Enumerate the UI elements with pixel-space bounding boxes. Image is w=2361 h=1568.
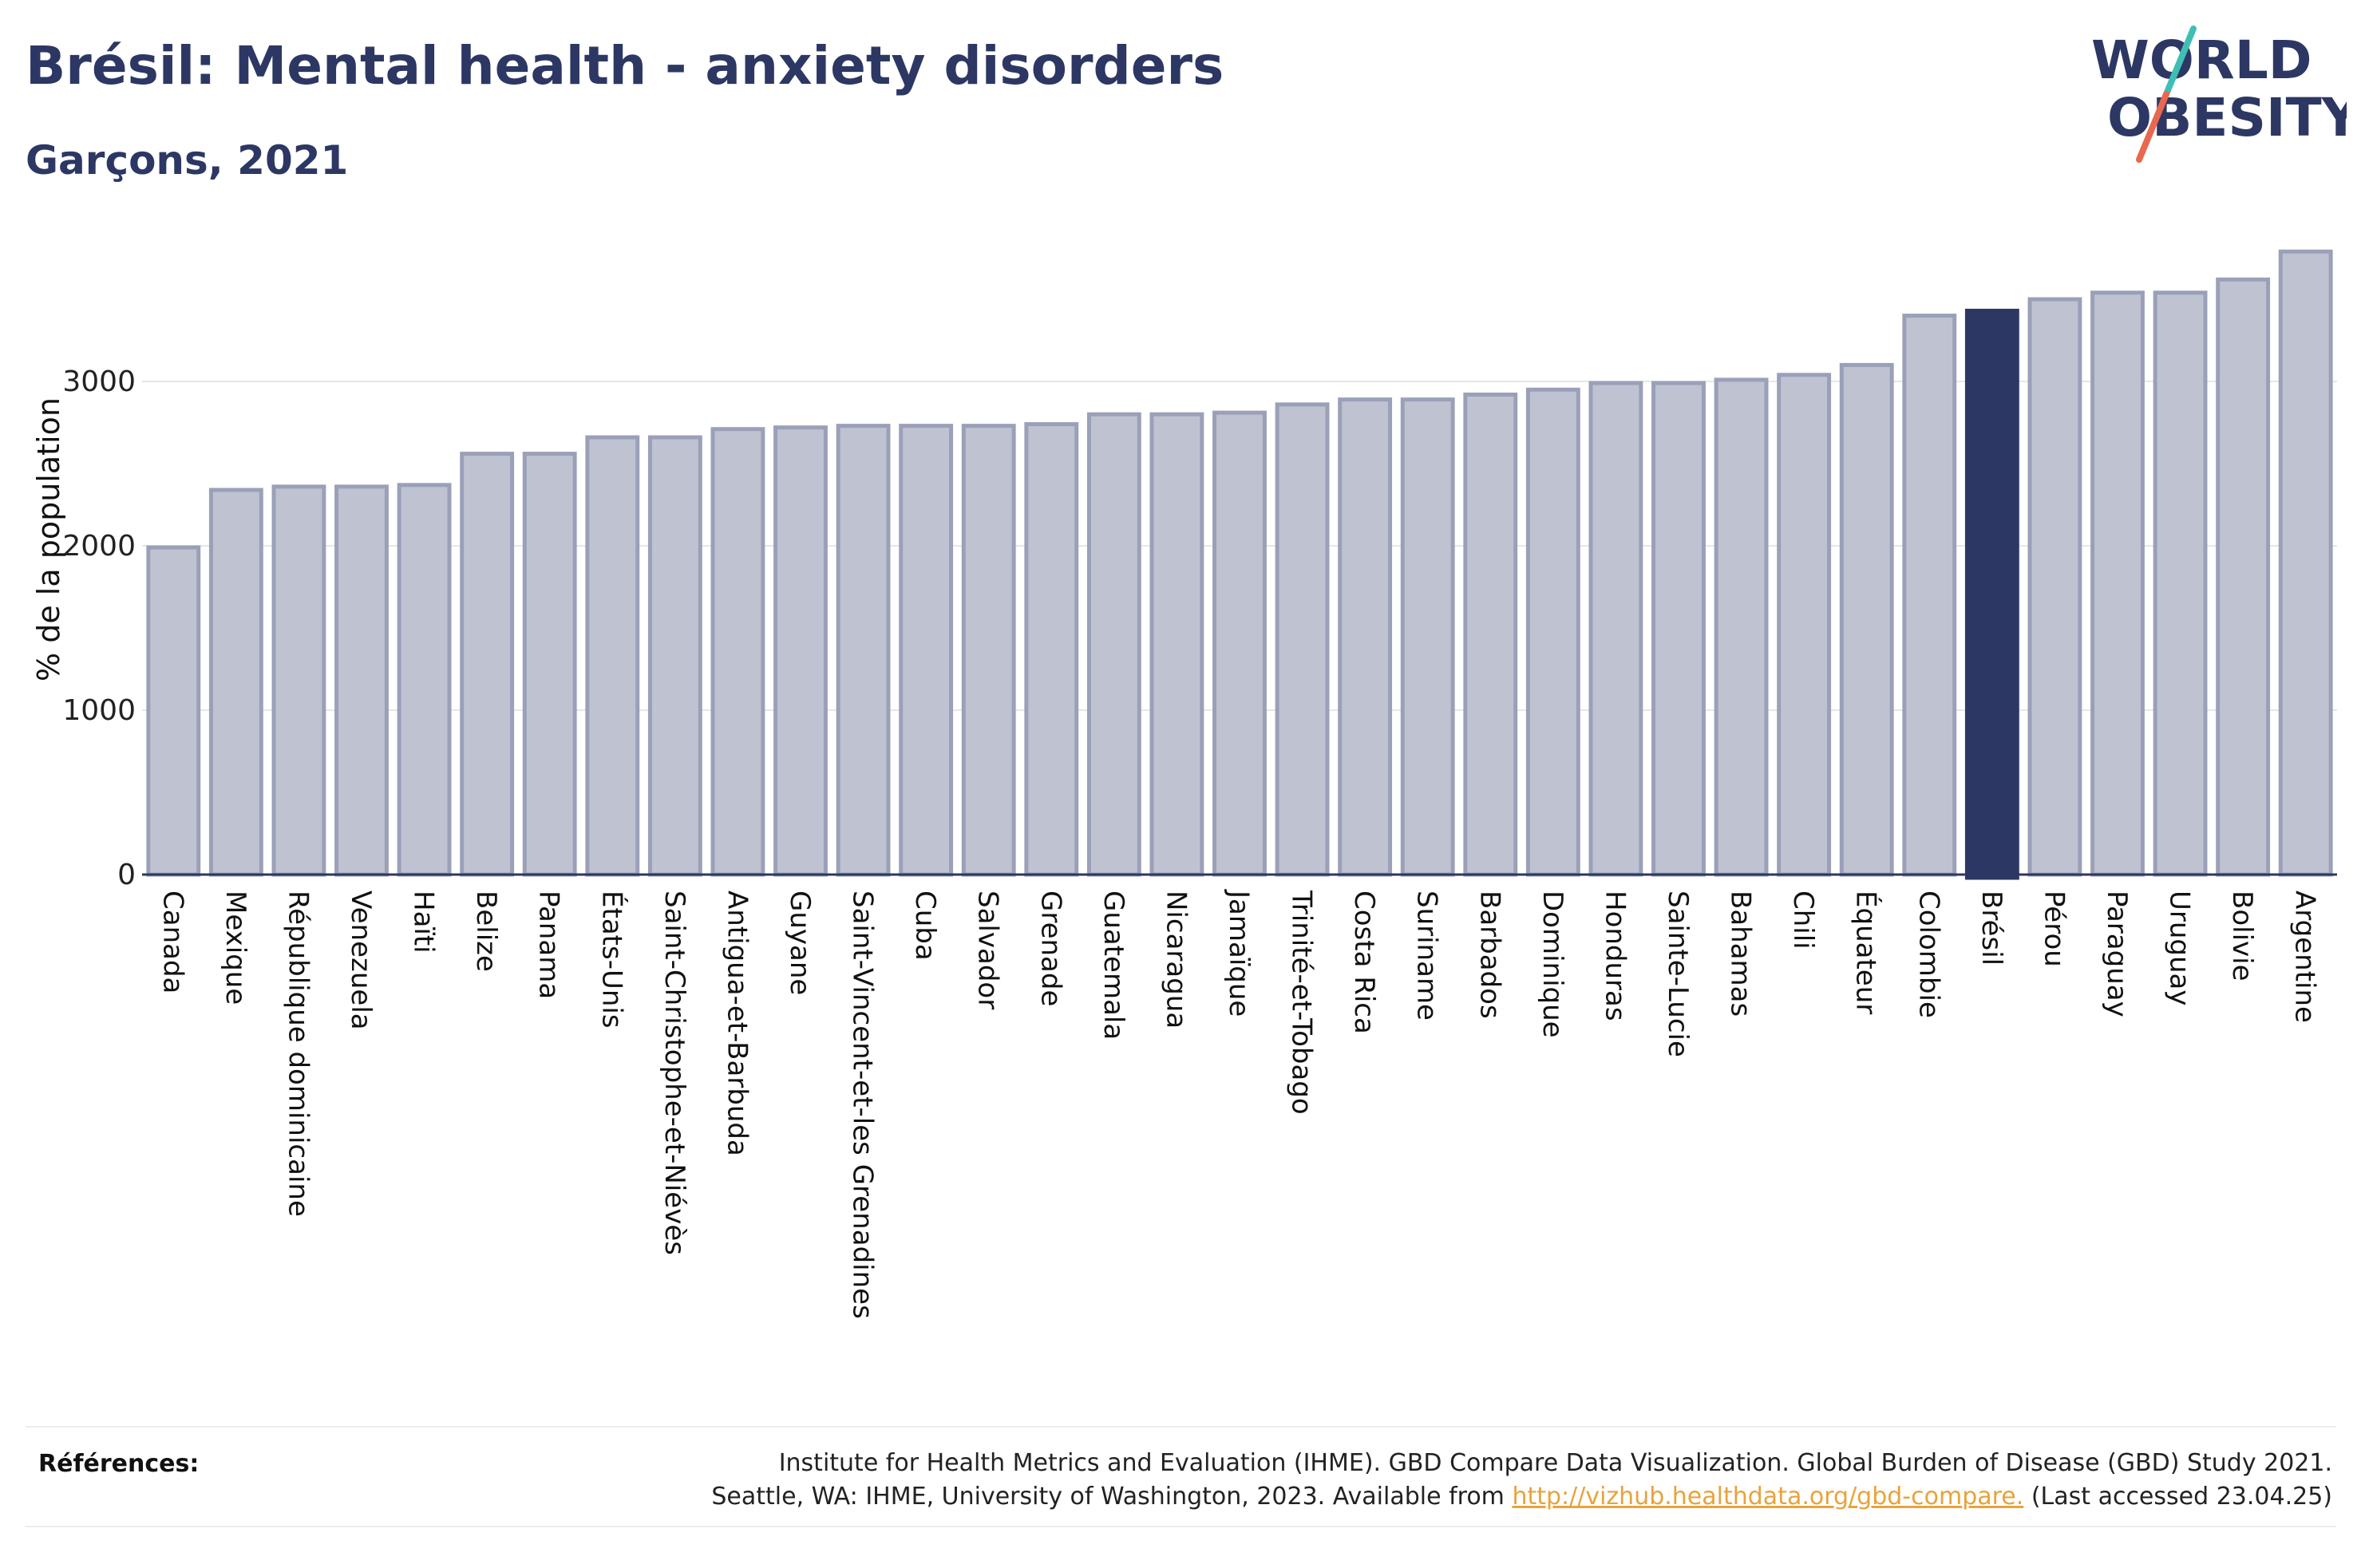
- x-tick-label: Suriname: [1411, 891, 1443, 1021]
- references-line2-suffix: (Last accessed 23.04.25): [2023, 1483, 2332, 1511]
- x-tick-label: Honduras: [1599, 891, 1631, 1021]
- bar: [1839, 362, 1894, 877]
- x-tick-label: Haïti: [408, 891, 440, 954]
- x-tick-label: Venezuela: [345, 891, 377, 1030]
- y-tick-label: 1000: [62, 694, 136, 727]
- bar: [773, 425, 828, 877]
- x-tick-label: Nicaragua: [1160, 891, 1192, 1029]
- x-tick-label: Chili: [1787, 891, 1819, 950]
- x-tick-label: Argentine: [2289, 891, 2321, 1023]
- bar: [2216, 277, 2271, 877]
- x-tick-label: Guyane: [784, 891, 816, 995]
- x-tick-label: Grenade: [1034, 891, 1066, 1006]
- bar: [2027, 297, 2082, 877]
- references-line1: Institute for Health Metrics and Evaluat…: [778, 1449, 2332, 1477]
- x-tick-label: Barbados: [1473, 891, 1505, 1019]
- bar: [397, 483, 452, 877]
- logo-slash-teal: [2163, 26, 2197, 97]
- bar: [1463, 392, 1518, 877]
- logo-slash-coral: [2136, 91, 2169, 163]
- bar: [208, 488, 263, 877]
- bar: [2090, 290, 2145, 877]
- x-tick-label: Saint-Christophe-et-Niévès: [658, 891, 690, 1255]
- bar: [1525, 387, 1580, 877]
- y-axis-title: % de la population: [31, 397, 66, 681]
- references-divider-top: [26, 1426, 2336, 1428]
- x-tick-label: Panama: [533, 891, 565, 999]
- bar: [836, 424, 891, 877]
- x-tick-label: Bolivie: [2226, 891, 2258, 981]
- world-obesity-logo: WORLD OBESITY: [2091, 26, 2347, 163]
- bar: [1086, 412, 1141, 877]
- bar: [460, 452, 515, 877]
- logo-line1: WORLD: [2091, 30, 2312, 91]
- x-tick-label: Antigua-et-Barbuda: [721, 891, 753, 1156]
- bar: [334, 484, 389, 877]
- bar: [1588, 381, 1643, 877]
- x-tick-label: Dominique: [1536, 891, 1568, 1038]
- bar: [710, 427, 765, 877]
- x-tick-label: Canada: [156, 891, 188, 993]
- references-divider-bottom: [26, 1526, 2336, 1527]
- bar: [1902, 314, 1957, 877]
- bar: [2278, 249, 2333, 877]
- bar: [961, 424, 1016, 877]
- x-tick-label: Cuba: [909, 891, 941, 961]
- x-tick-label: Belize: [470, 891, 502, 972]
- x-tick-label: Jamaïque: [1223, 889, 1255, 1017]
- bar: [1024, 422, 1079, 877]
- bar: [1777, 373, 1832, 877]
- x-tick-label: Colombie: [1912, 891, 1944, 1018]
- bar: [1275, 402, 1330, 877]
- x-tick-label: Guatemala: [1097, 891, 1129, 1040]
- x-tick-label: Paraguay: [2101, 891, 2133, 1017]
- references-label: Références:: [38, 1450, 200, 1478]
- x-tick-label: Saint-Vincent-et-les Grenadines: [847, 891, 879, 1319]
- bar: [522, 452, 577, 877]
- chart-subtitle: Garçons, 2021: [26, 137, 349, 184]
- x-tick-label: Brésil: [1975, 891, 2007, 966]
- bar: [1964, 308, 2019, 880]
- x-tick-label: Équateur: [1850, 891, 1883, 1014]
- bar: [1651, 381, 1706, 877]
- bar: [2153, 290, 2208, 877]
- x-tick-label: États-Unis: [595, 891, 628, 1029]
- bar: [1338, 397, 1393, 877]
- bar: [1212, 410, 1267, 877]
- x-tick-label: Mexique: [219, 891, 251, 1005]
- bar-chart: 0 1000 2000 3000 Canada Mexique République dom…: [31, 249, 2337, 1319]
- references-line2-prefix: Seattle, WA: IHME, University of Washing…: [711, 1483, 1513, 1511]
- bar: [1149, 412, 1204, 877]
- bar: [1400, 397, 1455, 877]
- x-tick-label: République dominicaine: [282, 891, 314, 1217]
- bar: [1714, 377, 1769, 877]
- y-tick-label: 0: [117, 859, 136, 891]
- x-tick-label: Uruguay: [2164, 891, 2196, 1006]
- x-tick-label: Bahamas: [1725, 891, 1757, 1017]
- bar: [899, 424, 954, 877]
- bar: [146, 545, 201, 877]
- x-tick-label: Costa Rica: [1348, 891, 1380, 1034]
- bar: [647, 435, 702, 877]
- chart-title: Brésil: Mental health - anxiety disorder…: [26, 35, 1224, 97]
- y-tick-label: 2000: [62, 530, 136, 563]
- x-tick-label: Pérou: [2038, 891, 2070, 967]
- bar: [271, 484, 326, 877]
- references-link[interactable]: http://vizhub.healthdata.org/gbd-compare…: [1512, 1483, 2024, 1511]
- bar: [585, 435, 640, 877]
- references-line2: Seattle, WA: IHME, University of Washing…: [711, 1480, 2332, 1514]
- x-tick-label: Sainte-Lucie: [1662, 891, 1694, 1057]
- x-tick-label: Trinité-et-Tobago: [1286, 890, 1318, 1115]
- references-text: Institute for Health Metrics and Evaluat…: [711, 1447, 2332, 1514]
- y-tick-label: 3000: [62, 365, 136, 398]
- x-tick-label: Salvador: [972, 891, 1004, 1009]
